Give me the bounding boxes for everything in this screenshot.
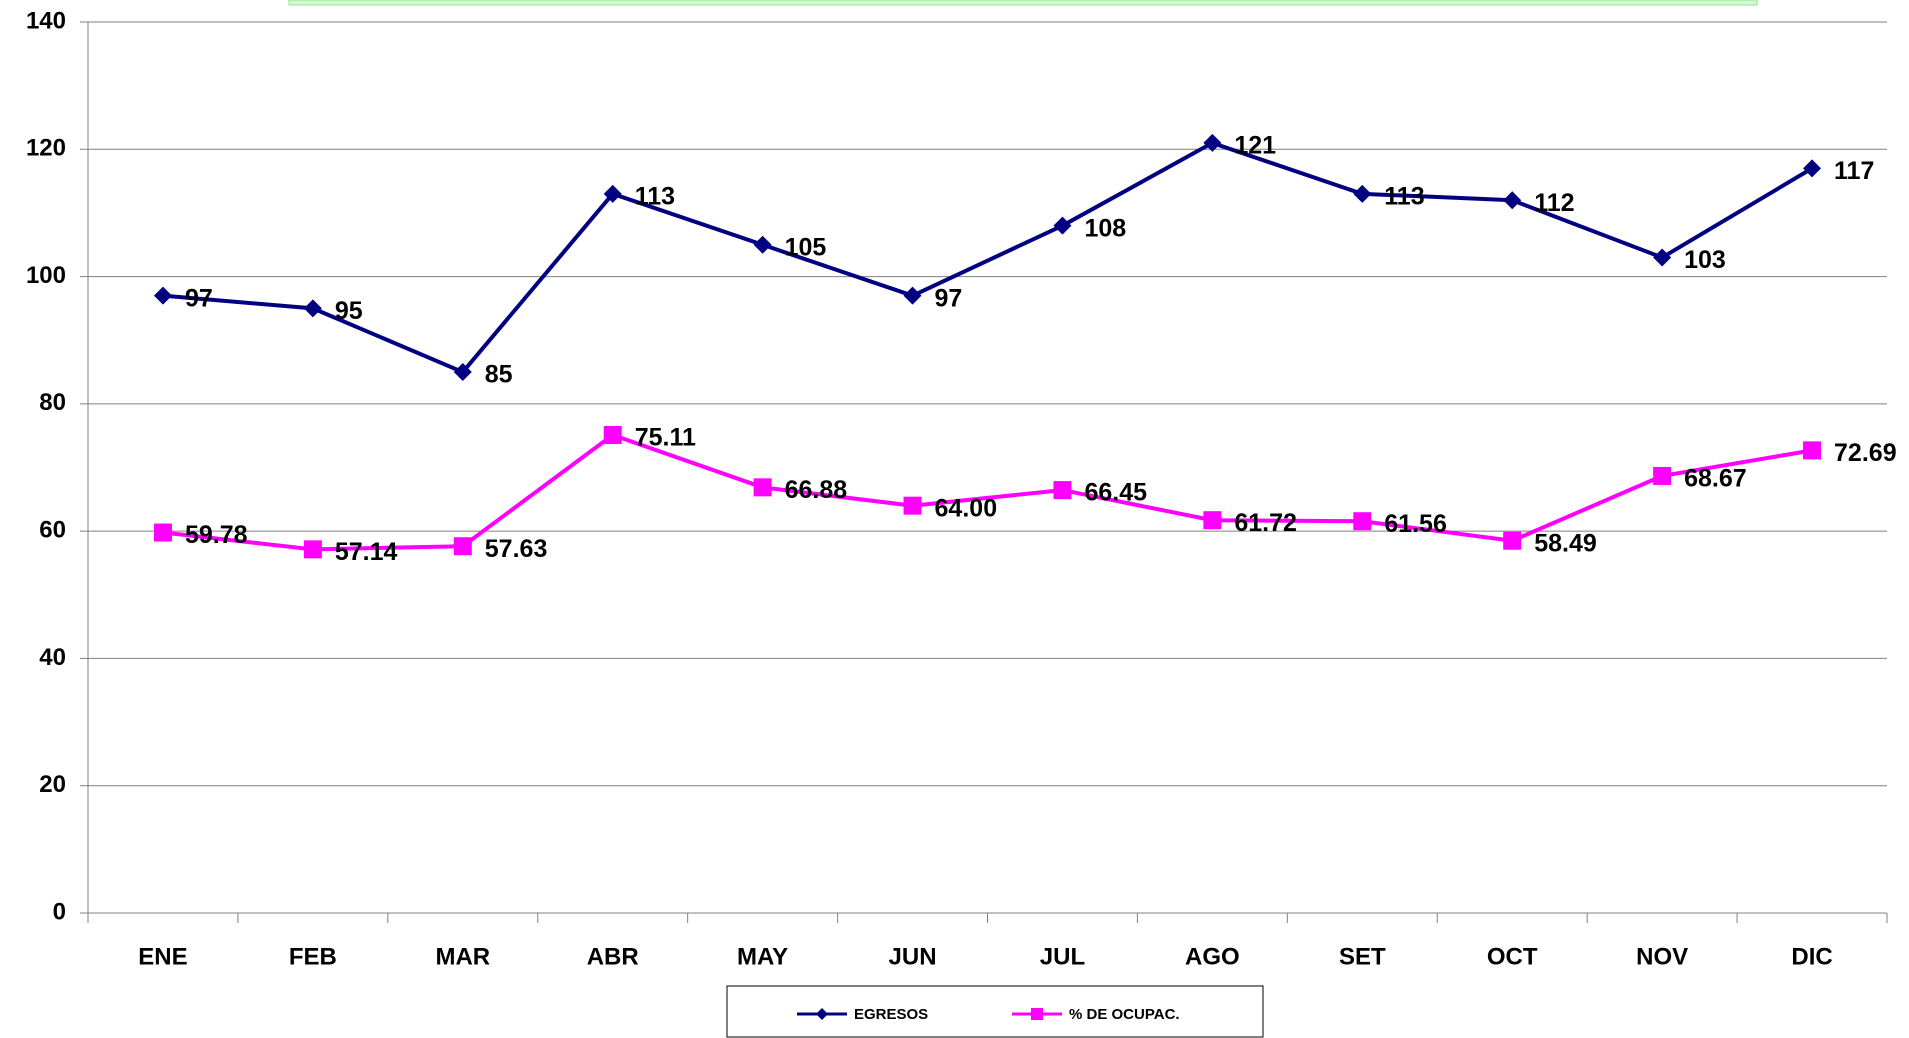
x-tick-label: NOV — [1636, 943, 1688, 970]
data-label: 97 — [185, 284, 213, 312]
y-tick-label: 60 — [39, 516, 66, 543]
data-label: 103 — [1684, 246, 1726, 274]
data-label: 112 — [1534, 189, 1574, 217]
data-label: 97 — [935, 284, 963, 312]
data-point — [453, 537, 472, 556]
y-tick-label: 0 — [53, 898, 66, 925]
data-point — [603, 425, 622, 444]
y-tick-label: 80 — [39, 389, 66, 416]
data-label: 117 — [1834, 157, 1874, 185]
x-tick-label: SET — [1339, 943, 1386, 970]
legend-marker — [1031, 1008, 1043, 1020]
x-tick-label: JUL — [1040, 943, 1085, 970]
x-tick-label: ABR — [587, 943, 639, 970]
y-tick-label: 140 — [26, 7, 66, 34]
data-label: 57.14 — [335, 538, 398, 566]
data-point — [753, 235, 772, 254]
y-tick-label: 20 — [39, 771, 66, 798]
legend-box — [726, 985, 1264, 1038]
y-tick-label: 120 — [26, 135, 66, 162]
data-label: 57.63 — [485, 535, 548, 563]
data-point — [303, 540, 322, 559]
data-point — [303, 299, 322, 318]
data-point — [1503, 191, 1522, 210]
data-point — [903, 286, 922, 305]
data-point — [1053, 216, 1072, 235]
data-point — [453, 363, 472, 382]
data-label: 68.67 — [1684, 465, 1747, 493]
data-point — [603, 184, 622, 203]
data-point — [1803, 441, 1822, 460]
x-tick-label: MAY — [737, 943, 788, 970]
data-label: 95 — [335, 297, 363, 325]
data-label: 72.69 — [1834, 439, 1897, 467]
legend-marker — [816, 1008, 828, 1020]
data-point — [1653, 248, 1672, 267]
series-line — [162, 432, 1813, 552]
data-label: 66.45 — [1084, 479, 1147, 507]
data-point — [1203, 511, 1222, 530]
x-tick-label: ENE — [138, 943, 187, 970]
data-point — [153, 523, 172, 542]
data-point — [1203, 133, 1222, 152]
data-point — [1653, 466, 1672, 485]
data-label: 59.78 — [185, 521, 248, 549]
data-point — [1353, 184, 1372, 203]
y-tick-label: 40 — [39, 644, 66, 671]
data-point — [903, 496, 922, 515]
data-label: 61.72 — [1234, 509, 1297, 537]
x-tick-label: DIC — [1791, 943, 1832, 970]
data-point — [1503, 531, 1522, 550]
series-line — [162, 140, 1814, 375]
legend-label: EGRESOS — [854, 1006, 928, 1023]
x-tick-label: JUN — [889, 943, 937, 970]
data-label: 75.11 — [635, 424, 696, 452]
data-label: 61.56 — [1384, 510, 1447, 538]
x-tick-label: OCT — [1487, 943, 1538, 970]
x-tick-label: FEB — [289, 943, 337, 970]
data-point — [1353, 512, 1372, 531]
x-tick-label: AGO — [1185, 943, 1240, 970]
legend-label: % DE OCUPAC. — [1069, 1006, 1180, 1023]
data-label: 105 — [785, 233, 827, 261]
data-label: 66.88 — [785, 476, 848, 504]
data-label: 113 — [1384, 182, 1424, 210]
data-point — [753, 478, 772, 497]
data-label: 108 — [1084, 214, 1126, 242]
data-point — [153, 286, 172, 305]
y-tick-label: 100 — [26, 262, 66, 289]
data-label: 58.49 — [1534, 529, 1597, 557]
data-point — [1053, 481, 1072, 500]
data-point — [1803, 159, 1822, 178]
data-label: 64.00 — [935, 494, 998, 522]
data-label: 113 — [635, 182, 675, 210]
data-label: 85 — [485, 361, 513, 389]
x-tick-label: MAR — [435, 943, 490, 970]
data-label: 121 — [1234, 132, 1276, 160]
title-box — [288, 0, 1758, 6]
